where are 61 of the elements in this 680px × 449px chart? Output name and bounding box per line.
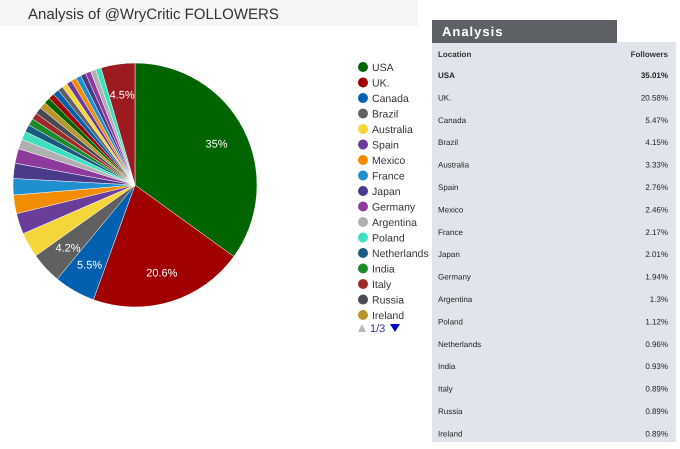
legend-label: Mexico <box>372 155 406 167</box>
text: Analysis <box>442 24 504 39</box>
legend-label: Australia <box>372 124 414 136</box>
legend-label: UK. <box>372 78 390 90</box>
text: 2.01% <box>645 250 668 260</box>
category-label: USA <box>438 71 455 80</box>
category-label: Russia <box>438 407 462 416</box>
text: 35.01% <box>640 71 668 80</box>
text: 3.33% <box>645 160 668 170</box>
legend-label: France <box>372 170 405 182</box>
category-label: Ireland <box>438 429 462 438</box>
text: 1.12% <box>645 317 668 326</box>
text: 4.15% <box>645 138 668 148</box>
data-label: 4.2% <box>55 242 81 254</box>
text: 0.89% <box>645 407 668 416</box>
category-label: Netherlands <box>438 340 482 349</box>
text: 0.89% <box>645 384 668 394</box>
legend-label: Brazil <box>372 108 398 120</box>
text: 5.47% <box>645 116 668 125</box>
category-label: Canada <box>438 116 466 125</box>
legend-label: Japan <box>372 186 401 198</box>
legend-label: Canada <box>372 93 409 105</box>
text: 0.96% <box>645 340 668 349</box>
text: 1.3% <box>650 295 668 304</box>
category-label: Germany <box>438 272 471 282</box>
data-label: 35% <box>205 138 228 150</box>
category-label: Mexico <box>438 205 464 214</box>
text: 1/3 <box>370 323 386 335</box>
legend-label: India <box>372 264 395 276</box>
category-label: Argentina <box>438 295 472 304</box>
legend-label: Russia <box>372 294 404 306</box>
category-label: Brazil <box>438 138 458 148</box>
data-label: 5.5% <box>77 259 102 272</box>
legend-label: Italy <box>372 279 392 291</box>
text: 1.94% <box>645 272 668 282</box>
legend-label: USA <box>372 62 394 74</box>
category-label: UK. <box>438 93 452 102</box>
category-label: India <box>438 362 456 372</box>
text: 20.58% <box>640 93 668 102</box>
text: 2.17% <box>645 228 668 237</box>
text: 2.76% <box>645 183 668 192</box>
data-label: 4.5% <box>110 89 135 102</box>
category-label: Spain <box>438 183 458 192</box>
chart-title: Analysis of @WryCritic FOLLOWERS <box>28 6 279 23</box>
category-label: France <box>438 228 463 237</box>
category-label: Italy <box>438 384 453 394</box>
text: 2.46% <box>645 205 668 214</box>
legend-label: Ireland <box>372 310 404 322</box>
text: Followers <box>630 50 669 59</box>
legend-label: Germany <box>372 202 416 214</box>
legend-label: Argentina <box>372 217 418 229</box>
text: 0.89% <box>645 429 668 438</box>
text: 0.93% <box>645 362 668 372</box>
legend-label: Poland <box>372 232 405 244</box>
text: Location <box>438 50 472 59</box>
legend-label: Spain <box>372 140 400 152</box>
data-label: 20.6% <box>146 267 178 280</box>
category-label: Japan <box>438 250 460 260</box>
category-label: Poland <box>438 317 463 326</box>
category-label: Australia <box>438 160 470 170</box>
legend-label: Netherlands <box>372 248 429 260</box>
